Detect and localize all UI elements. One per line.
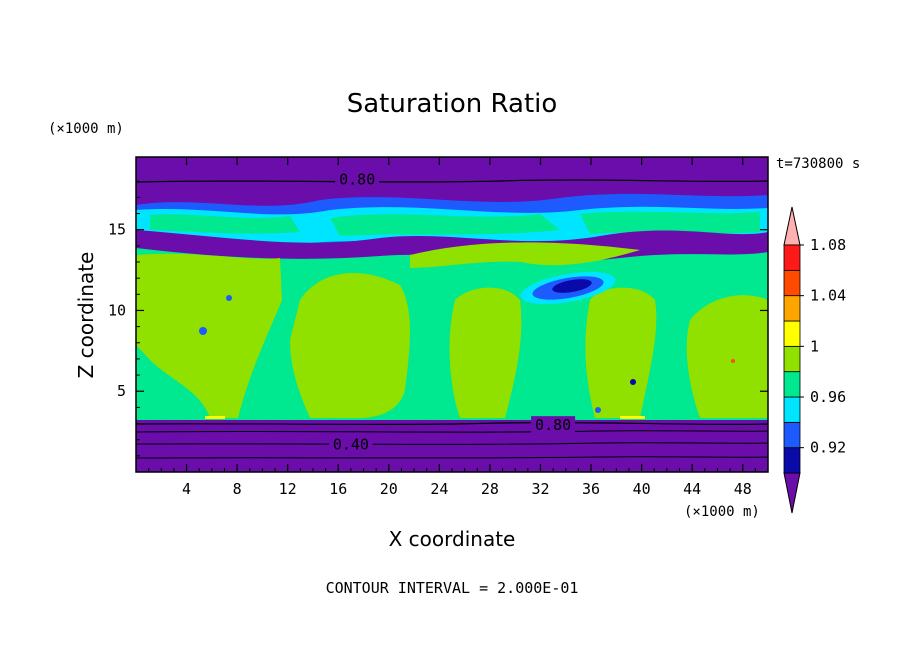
contour-line-080-top [136,179,768,183]
speck-1 [199,327,207,335]
colorbar-label: 1.04 [810,287,846,305]
contour-label: 0.40 [333,436,369,454]
contour-labels: 0.80 0.80 0.40 [328,170,576,454]
y-axis-ticks: 5 10 15 [108,180,768,457]
colorbar-swatch [783,371,801,398]
x-tick-label: 12 [279,480,297,498]
colorbar-swatch [783,345,801,373]
x-tick-label: 44 [683,480,701,498]
x-tick-label: 24 [430,480,448,498]
contour-label-bg [328,435,373,454]
colorbar-swatch [783,269,801,297]
chart-title: Saturation Ratio [347,89,558,119]
colorbar-over-triangle [783,206,801,246]
y-tick-label: 5 [117,382,126,400]
trace-yellow-1 [205,416,225,419]
plume-6 [686,295,768,418]
contour-label: 0.80 [339,171,375,189]
contour-line-060 [136,430,768,433]
y-unit-label: (×1000 m) [48,121,124,137]
colorbar-swatch [783,244,801,271]
x-unit-label: (×1000 m) [684,504,760,520]
colorbar-swatch [783,396,801,423]
colorbar: 0.92 0.96 1 1.04 1.08 [783,206,846,514]
plume-1 [136,253,282,418]
trace-yellow-2 [620,416,645,419]
colorbar-under-triangle [783,472,801,514]
y-axis-label: Z coordinate [74,252,98,379]
colorbar-swatch [783,421,801,449]
x-tick-label: 36 [582,480,600,498]
x-axis-label: X coordinate [389,527,516,551]
colorbar-label: 1 [810,337,819,355]
colorbar-label: 1.08 [810,236,846,254]
colorbar-swatch [783,320,801,347]
lower-dry-layer [136,420,768,472]
x-tick-label: 28 [481,480,499,498]
plume-4 [449,287,522,418]
time-label: t=730800 s [776,156,860,172]
contour-line-040 [136,442,768,445]
x-tick-label: 40 [633,480,651,498]
plume-2 [290,273,410,418]
speck-4 [595,407,601,413]
band-upper-green [150,211,760,236]
y-tick-label: 15 [108,221,126,239]
y-tick-label: 10 [108,301,126,319]
x-tick-label: 16 [329,480,347,498]
contour-label-bg [335,170,380,189]
trace-red [731,359,735,363]
x-tick-label: 4 [182,480,191,498]
x-tick-label: 8 [233,480,242,498]
contour-interval-footer: CONTOUR INTERVAL = 2.000E-01 [326,579,579,597]
x-axis-ticks: 4 8 12 16 20 24 28 32 36 40 44 48 [148,157,756,498]
colorbar-swatch [783,447,801,474]
contour-field [136,157,768,472]
x-tick-label: 32 [531,480,549,498]
cell-dark-blue [552,279,592,293]
contour-label-bg [531,416,576,435]
speck-2 [226,295,232,301]
plume-5 [585,287,657,418]
colorbar-label: 0.92 [810,439,846,457]
plume-3 [410,242,640,268]
x-tick-label: 48 [734,480,752,498]
contour-label: 0.80 [535,416,571,434]
speck-3 [630,379,636,385]
colorbar-swatch [783,295,801,322]
colorbar-label: 0.96 [810,388,846,406]
x-tick-label: 20 [380,480,398,498]
contour-line-080-bottom [136,421,768,426]
contour-line-020 [136,456,768,459]
